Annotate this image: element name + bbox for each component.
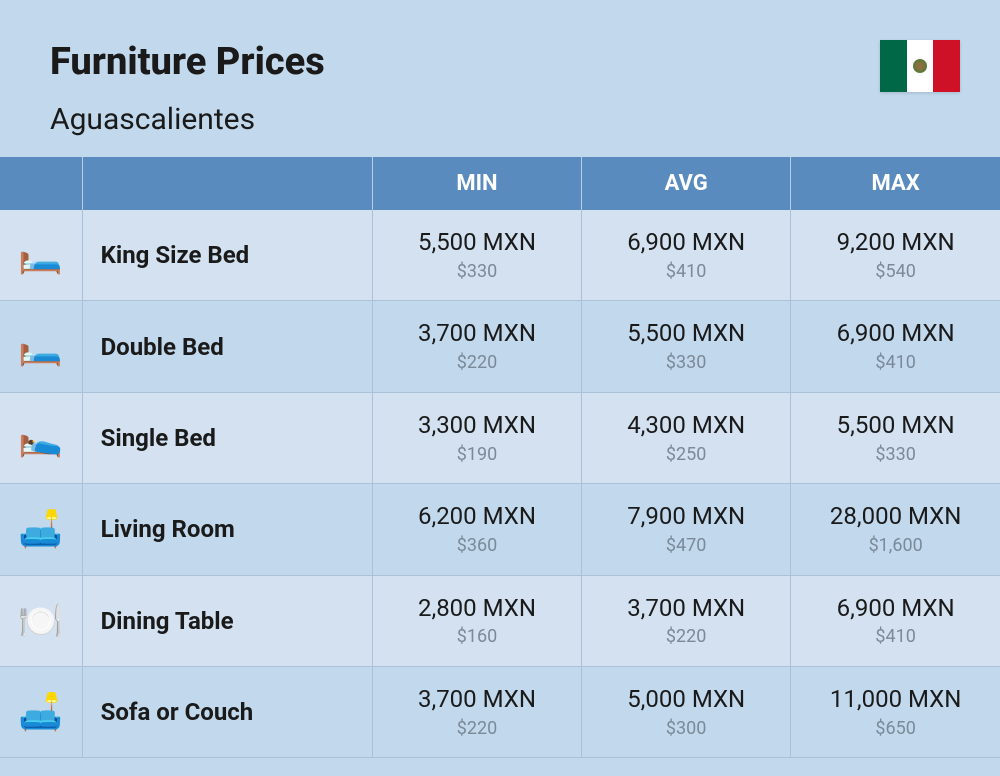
flag-emblem-icon xyxy=(913,59,927,73)
price-usd: $410 xyxy=(592,261,780,283)
furniture-icon: 🛌 xyxy=(0,392,82,483)
price-cell-min: 2,800 MXN $160 xyxy=(372,575,581,666)
col-avg-header: AVG xyxy=(582,157,791,210)
table-header-row: MIN AVG MAX xyxy=(0,157,1000,210)
price-mxn: 6,900 MXN xyxy=(801,319,990,348)
price-usd: $650 xyxy=(801,718,990,740)
price-mxn: 6,900 MXN xyxy=(592,228,780,257)
mexico-flag-icon xyxy=(880,40,960,92)
header: Furniture Prices Aguascalientes xyxy=(0,0,1000,157)
furniture-icon: 🛏️ xyxy=(0,210,82,301)
price-mxn: 5,000 MXN xyxy=(592,685,780,714)
price-cell-avg: 5,000 MXN $300 xyxy=(582,666,791,757)
page-subtitle: Aguascalientes xyxy=(50,102,950,137)
price-cell-max: 6,900 MXN $410 xyxy=(791,301,1000,392)
table-row: 🍽️Dining Table 2,800 MXN $160 3,700 MXN $220… xyxy=(0,575,1000,666)
price-cell-max: 9,200 MXN $540 xyxy=(791,210,1000,301)
price-usd: $160 xyxy=(383,626,571,648)
price-mxn: 5,500 MXN xyxy=(801,411,990,440)
flag-green-stripe xyxy=(880,40,907,92)
price-usd: $360 xyxy=(383,535,571,557)
price-usd: $190 xyxy=(383,444,571,466)
price-cell-min: 6,200 MXN $360 xyxy=(372,484,581,575)
furniture-name: Dining Table xyxy=(82,575,372,666)
prices-table: MIN AVG MAX 🛏️King Size Bed 5,500 MXN $330… xyxy=(0,157,1000,758)
furniture-icon: 🛋️ xyxy=(0,666,82,757)
price-usd: $220 xyxy=(592,626,780,648)
price-mxn: 5,500 MXN xyxy=(592,319,780,348)
page-title: Furniture Prices xyxy=(50,40,950,84)
price-usd: $220 xyxy=(383,352,571,374)
price-mxn: 6,200 MXN xyxy=(383,502,571,531)
price-cell-avg: 7,900 MXN $470 xyxy=(582,484,791,575)
price-mxn: 5,500 MXN xyxy=(383,228,571,257)
price-usd: $300 xyxy=(592,718,780,740)
price-usd: $330 xyxy=(592,352,780,374)
price-mxn: 3,700 MXN xyxy=(592,594,780,623)
table-row: 🛏️Double Bed 3,700 MXN $220 5,500 MXN $330 6,… xyxy=(0,301,1000,392)
furniture-icon: 🛋️ xyxy=(0,484,82,575)
price-cell-avg: 4,300 MXN $250 xyxy=(582,392,791,483)
price-cell-avg: 6,900 MXN $410 xyxy=(582,210,791,301)
price-mxn: 4,300 MXN xyxy=(592,411,780,440)
price-usd: $220 xyxy=(383,718,571,740)
furniture-name: Single Bed xyxy=(82,392,372,483)
furniture-name: Sofa or Couch xyxy=(82,666,372,757)
price-usd: $540 xyxy=(801,261,990,283)
price-usd: $330 xyxy=(801,444,990,466)
price-cell-min: 3,300 MXN $190 xyxy=(372,392,581,483)
price-mxn: 28,000 MXN xyxy=(801,502,990,531)
price-cell-max: 5,500 MXN $330 xyxy=(791,392,1000,483)
price-usd: $470 xyxy=(592,535,780,557)
flag-red-stripe xyxy=(933,40,960,92)
price-usd: $410 xyxy=(801,352,990,374)
price-cell-min: 5,500 MXN $330 xyxy=(372,210,581,301)
price-mxn: 9,200 MXN xyxy=(801,228,990,257)
col-icon-header xyxy=(0,157,82,210)
flag-white-stripe xyxy=(907,40,934,92)
price-usd: $410 xyxy=(801,626,990,648)
price-usd: $250 xyxy=(592,444,780,466)
price-cell-min: 3,700 MXN $220 xyxy=(372,666,581,757)
col-min-header: MIN xyxy=(372,157,581,210)
price-cell-avg: 5,500 MXN $330 xyxy=(582,301,791,392)
col-max-header: MAX xyxy=(791,157,1000,210)
price-mxn: 3,300 MXN xyxy=(383,411,571,440)
price-mxn: 11,000 MXN xyxy=(801,685,990,714)
furniture-icon: 🛏️ xyxy=(0,301,82,392)
table-row: 🛋️Sofa or Couch 3,700 MXN $220 5,000 MXN $30… xyxy=(0,666,1000,757)
table-row: 🛋️Living Room 6,200 MXN $360 7,900 MXN $470 2… xyxy=(0,484,1000,575)
price-mxn: 2,800 MXN xyxy=(383,594,571,623)
price-cell-avg: 3,700 MXN $220 xyxy=(582,575,791,666)
furniture-name: Living Room xyxy=(82,484,372,575)
price-cell-max: 28,000 MXN $1,600 xyxy=(791,484,1000,575)
price-mxn: 6,900 MXN xyxy=(801,594,990,623)
col-name-header xyxy=(82,157,372,210)
furniture-name: King Size Bed xyxy=(82,210,372,301)
price-usd: $1,600 xyxy=(801,535,990,557)
price-mxn: 7,900 MXN xyxy=(592,502,780,531)
table-row: 🛏️King Size Bed 5,500 MXN $330 6,900 MXN $41… xyxy=(0,210,1000,301)
table-body: 🛏️King Size Bed 5,500 MXN $330 6,900 MXN $41… xyxy=(0,210,1000,758)
furniture-icon: 🍽️ xyxy=(0,575,82,666)
price-mxn: 3,700 MXN xyxy=(383,319,571,348)
price-usd: $330 xyxy=(383,261,571,283)
price-cell-max: 11,000 MXN $650 xyxy=(791,666,1000,757)
table-row: 🛌Single Bed 3,300 MXN $190 4,300 MXN $250 5,5… xyxy=(0,392,1000,483)
price-cell-min: 3,700 MXN $220 xyxy=(372,301,581,392)
furniture-name: Double Bed xyxy=(82,301,372,392)
price-mxn: 3,700 MXN xyxy=(383,685,571,714)
price-cell-max: 6,900 MXN $410 xyxy=(791,575,1000,666)
